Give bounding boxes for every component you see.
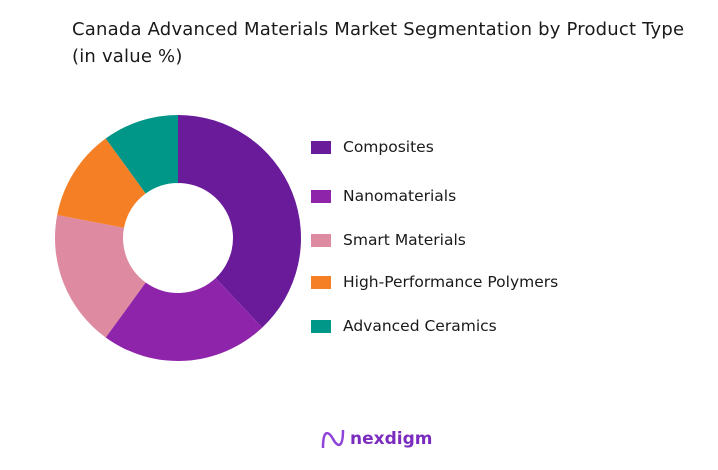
donut-slice-composites <box>178 115 302 328</box>
legend-label: Advanced Ceramics <box>343 317 497 335</box>
legend-item: Advanced Ceramics <box>311 317 497 335</box>
donut-slice-high-performance-polymers <box>57 138 146 228</box>
legend-label: Composites <box>343 138 434 156</box>
donut-slice-nanomaterials <box>105 278 263 361</box>
legend-label: Nanomaterials <box>343 187 457 205</box>
legend-label: High-Performance Polymers <box>343 273 559 291</box>
chart-title: Canada Advanced Materials Market Segment… <box>72 19 685 67</box>
legend-swatch <box>311 319 331 333</box>
legend-swatch <box>311 189 331 203</box>
brand-name: nexdigm <box>350 429 433 449</box>
legend-item: Smart Materials <box>311 231 466 249</box>
nexdigm-logo: nexdigm <box>320 428 432 450</box>
legend-label: Smart Materials <box>343 231 466 249</box>
legend-item: High-Performance Polymers <box>311 273 558 291</box>
legend-swatch <box>311 233 331 247</box>
legend-item: Composites <box>311 138 434 156</box>
nexdigm-logo-icon <box>321 429 345 449</box>
legend-item: Nanomaterials <box>311 187 456 205</box>
donut-slice-advanced-ceramics <box>105 115 178 194</box>
donut-slice-smart-materials <box>55 214 146 338</box>
legend-swatch <box>311 275 331 289</box>
legend-swatch <box>311 140 331 154</box>
